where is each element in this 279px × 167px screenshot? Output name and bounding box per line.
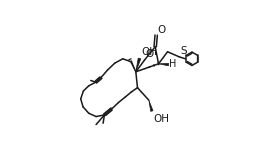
Text: OH: OH (141, 47, 157, 57)
Text: O: O (146, 49, 154, 59)
Text: OH: OH (154, 114, 170, 124)
Polygon shape (136, 58, 141, 72)
Text: S: S (180, 46, 187, 56)
Text: H: H (169, 59, 177, 69)
Text: O: O (157, 25, 165, 35)
Polygon shape (149, 100, 153, 111)
Polygon shape (158, 63, 169, 66)
